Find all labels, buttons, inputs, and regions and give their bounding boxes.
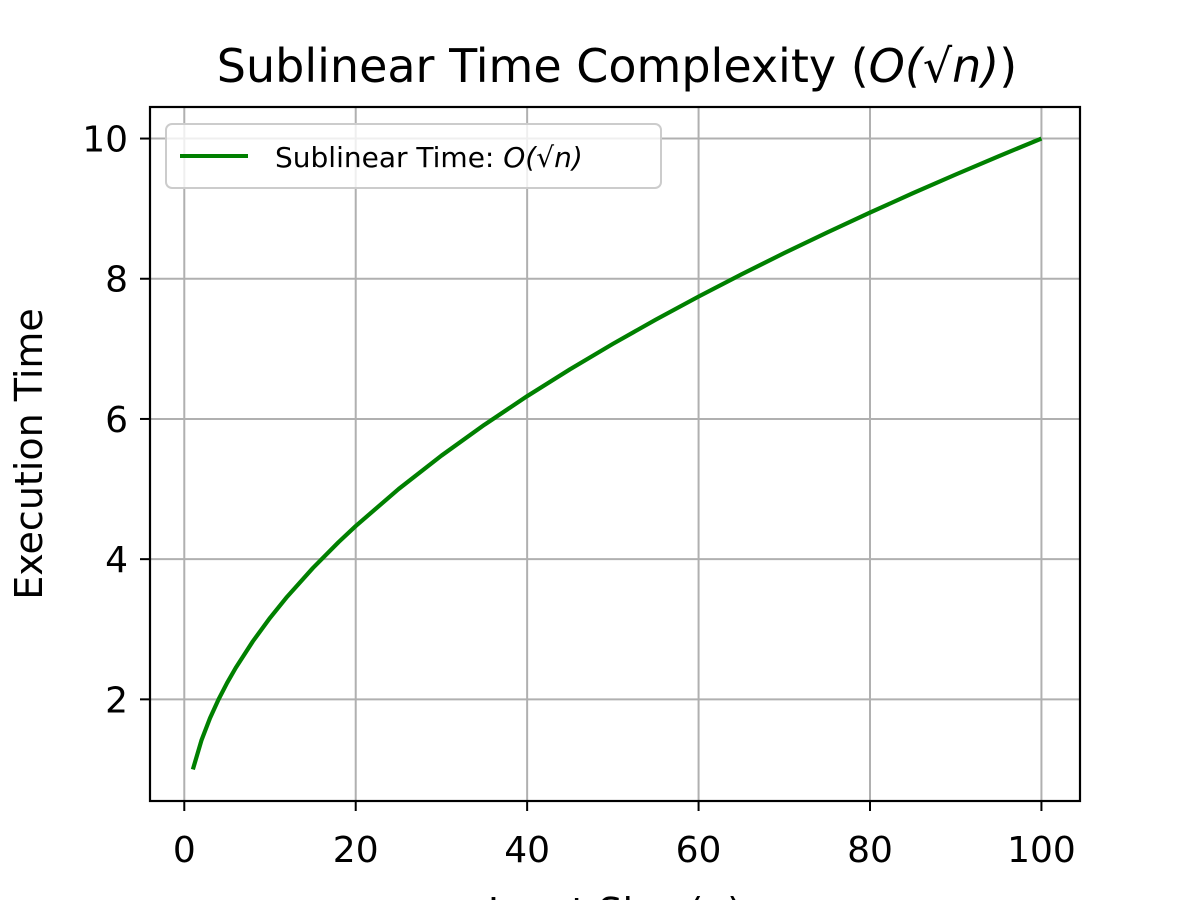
legend-label: Sublinear Time: O(√n) — [275, 141, 583, 174]
chart-title-suffix: ) — [999, 39, 1017, 93]
plot-frame — [148, 105, 1082, 803]
y-axis-ticks: 2 4 6 8 10 — [82, 120, 150, 721]
x-tick-label-3: 60 — [676, 830, 722, 871]
x-tick-label-5: 100 — [1007, 830, 1076, 871]
legend-box — [165, 123, 662, 189]
x-tick-label-2: 40 — [504, 830, 550, 871]
x-axis-label: Input Size (n) — [488, 890, 742, 900]
x-tick-label-4: 80 — [847, 830, 893, 871]
x-axis-ticks: 0 20 40 60 80 100 — [173, 801, 1076, 871]
y-tick-label-3: 8 — [105, 260, 128, 301]
series-layer — [190, 136, 1043, 771]
y-tick-label-0: 2 — [105, 680, 128, 721]
chart-title-prefix: Sublinear Time Complexity ( — [217, 39, 869, 93]
series-line-0 — [190, 136, 1043, 771]
y-axis-label: Execution Time — [7, 308, 51, 600]
y-tick-label-4: 10 — [82, 120, 128, 161]
x-tick-label-1: 20 — [333, 830, 379, 871]
legend-label-prefix: Sublinear Time: — [275, 141, 503, 174]
chart-title: Sublinear Time Complexity (O(√n)) — [217, 39, 1017, 93]
y-tick-label-2: 6 — [105, 400, 128, 441]
legend-label-math: O(√n) — [503, 141, 582, 174]
y-tick-label-1: 4 — [105, 540, 128, 581]
legend: Sublinear Time: O(√n) — [165, 123, 662, 189]
x-tick-label-0: 0 — [173, 830, 196, 871]
chart-title-math: O(√n) — [869, 39, 1000, 93]
